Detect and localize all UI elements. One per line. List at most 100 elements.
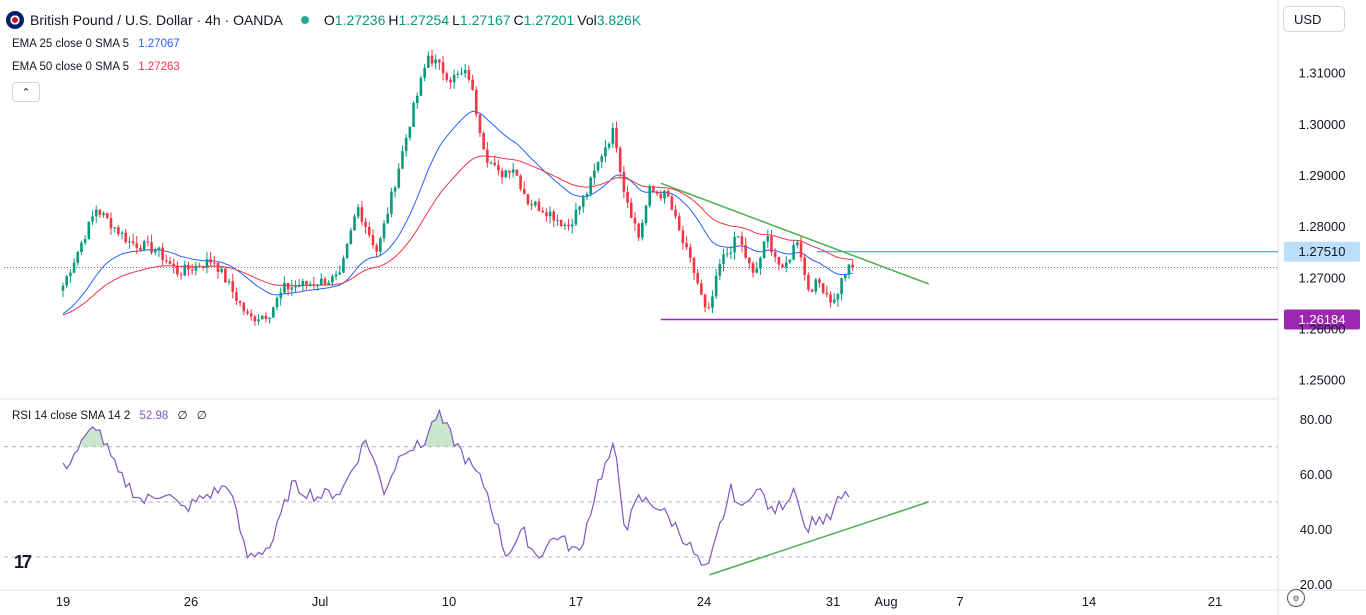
candle-body [246, 311, 249, 314]
candle-body [810, 289, 814, 292]
candle-body [548, 211, 552, 217]
candle-body [438, 59, 441, 63]
price-axis-label: 1.29000 [1299, 168, 1346, 183]
price-level-tag [1284, 309, 1360, 330]
candle-body [666, 190, 670, 197]
candle-body [390, 191, 393, 214]
symbol-legend: British Pound / U.S. Dollar · 4h · OANDA… [6, 6, 641, 34]
candle-body [445, 73, 449, 80]
symbol-title[interactable]: British Pound / U.S. Dollar · 4h · OANDA [30, 12, 283, 28]
candle-body [290, 287, 294, 290]
candle-body [102, 212, 105, 215]
candle-body [231, 281, 235, 293]
candle-body [559, 219, 563, 226]
collapse-legend-button[interactable]: ⌃ [12, 82, 40, 102]
candle-body [205, 259, 209, 268]
candle-body [224, 268, 227, 283]
candle-body [194, 265, 198, 271]
ema25-line [62, 110, 853, 315]
candle-body [294, 286, 297, 288]
candle-body [227, 281, 231, 283]
candle-body [382, 223, 386, 239]
ohlc-value-o: 1.27236 [334, 12, 386, 28]
candle-body [308, 284, 312, 286]
rsi-extra-1: ∅ [177, 410, 188, 422]
price-axis-label: 1.25000 [1299, 373, 1346, 388]
candle-body [113, 227, 116, 229]
candle-body [762, 241, 766, 258]
tradingview-logo: 17 [14, 552, 32, 572]
candle-body [153, 250, 157, 253]
candle-body [120, 232, 124, 234]
time-axis-label: 31 [826, 594, 840, 609]
candle-body [161, 247, 164, 261]
price-axis-label: 1.26000 [1299, 321, 1346, 336]
candle-body [367, 226, 371, 236]
ema50-label: EMA 50 close 0 SMA 5 [12, 61, 129, 73]
candle-body [740, 236, 744, 245]
settings-icon[interactable]: ⚙ [1287, 589, 1305, 607]
candle-body [482, 133, 485, 150]
price-axis-label: 1.27000 [1299, 270, 1346, 285]
price-level-label: 1.27510 [1299, 244, 1346, 259]
candle-body [80, 242, 83, 253]
candle-body [519, 175, 522, 189]
candle-body [386, 213, 390, 224]
candle-body [607, 143, 611, 148]
candle-body [563, 224, 567, 226]
candle-body [829, 294, 832, 303]
candle-body [345, 243, 349, 259]
rsi-overbought-fill [96, 429, 100, 447]
candle-body [242, 302, 246, 312]
ohlc-value-c: 1.27201 [523, 12, 575, 28]
ohlc-key-c: C [513, 12, 524, 28]
candle-body [703, 294, 707, 308]
candle-body [375, 245, 378, 252]
candle-body [76, 252, 80, 263]
candle-body [530, 204, 533, 206]
candle-body [736, 236, 740, 238]
ema50-value: 1.27263 [138, 61, 180, 73]
ema50-legend[interactable]: EMA 50 close 0 SMA 5 1.27263 [12, 61, 180, 73]
candle-body [364, 221, 367, 227]
candle-body [655, 191, 659, 194]
candle-body [633, 217, 637, 224]
rsi-overbought-fill [92, 427, 97, 447]
candle-body [72, 262, 76, 273]
rsi-overbought-fill [432, 420, 436, 447]
candle-body [452, 74, 456, 83]
candle-body [275, 298, 279, 308]
candle-body [198, 265, 201, 267]
candle-body [781, 264, 784, 268]
time-axis-label: Jul [312, 594, 329, 609]
candle-body [397, 168, 401, 188]
time-axis-label: 7 [956, 594, 963, 609]
candle-body [825, 292, 829, 295]
candle-body [474, 89, 478, 115]
candle-body [83, 239, 87, 243]
currency-label: USD [1294, 11, 1322, 27]
candle-body [511, 169, 515, 173]
currency-selector[interactable]: USD [1283, 6, 1345, 32]
candle-body [818, 279, 821, 284]
rsi-overbought-fill [88, 427, 93, 447]
time-axis-label: Aug [874, 594, 897, 609]
ema25-legend[interactable]: EMA 25 close 0 SMA 5 1.27067 [12, 38, 180, 50]
candle-body [124, 232, 128, 243]
candle-body [626, 191, 629, 203]
price-axis-label: 1.30000 [1299, 117, 1346, 132]
candle-body [209, 259, 212, 263]
candle-body [622, 171, 626, 192]
candle-body [423, 67, 426, 78]
rsi-label: RSI 14 close SMA 14 2 [12, 410, 131, 422]
candle-body [759, 257, 762, 269]
candle-body [644, 205, 648, 223]
candle-body [187, 264, 190, 270]
candle-body [216, 262, 220, 272]
candle-body [168, 261, 172, 264]
rsi-legend[interactable]: RSI 14 close SMA 14 2 52.98 ∅ ∅ [12, 408, 207, 422]
candle-body [707, 307, 711, 309]
candle-body [578, 206, 581, 210]
candle-body [504, 170, 508, 178]
